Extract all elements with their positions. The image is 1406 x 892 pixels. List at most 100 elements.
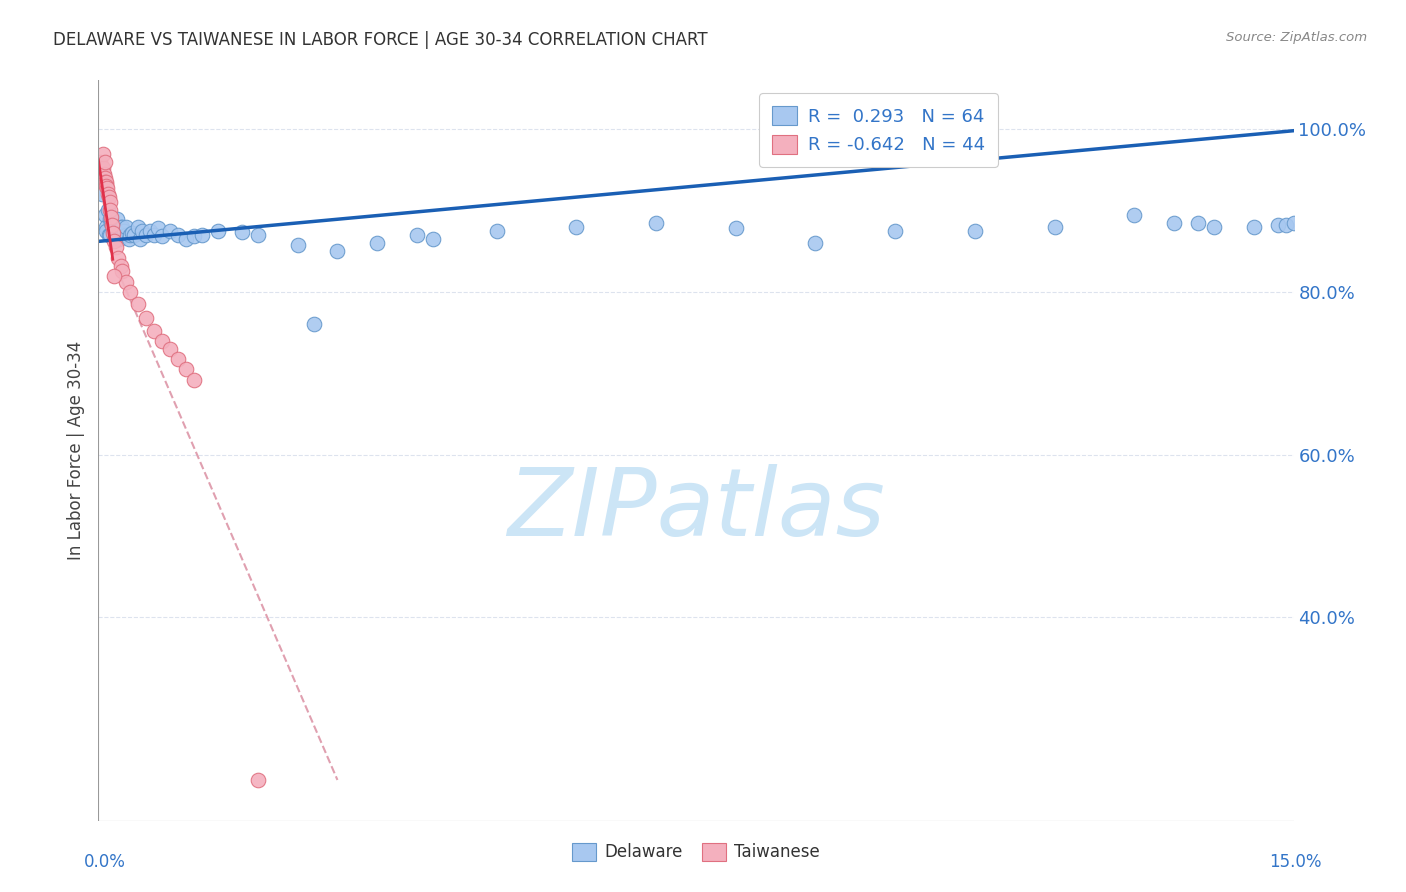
Legend: Delaware, Taiwanese: Delaware, Taiwanese xyxy=(565,836,827,868)
Point xyxy=(131,224,153,238)
Point xyxy=(96,180,118,194)
Point xyxy=(89,162,111,177)
Point xyxy=(302,318,325,332)
Point xyxy=(1282,216,1305,230)
Point xyxy=(485,224,508,238)
Point xyxy=(97,227,120,242)
Point xyxy=(139,224,162,238)
Point xyxy=(94,178,117,192)
Point xyxy=(91,167,114,181)
Point xyxy=(91,146,114,161)
Text: DELAWARE VS TAIWANESE IN LABOR FORCE | AGE 30-34 CORRELATION CHART: DELAWARE VS TAIWANESE IN LABOR FORCE | A… xyxy=(53,31,709,49)
Point xyxy=(115,227,138,242)
Point xyxy=(1187,216,1209,230)
Point xyxy=(366,235,388,250)
Point xyxy=(246,227,269,242)
Point xyxy=(111,264,134,278)
Point xyxy=(174,232,197,246)
Point xyxy=(103,227,125,242)
Point xyxy=(107,227,129,242)
Point xyxy=(1267,218,1289,232)
Point xyxy=(724,221,747,235)
Point xyxy=(101,226,124,240)
Point xyxy=(135,310,157,325)
Point xyxy=(100,216,122,230)
Point xyxy=(143,324,166,338)
Point xyxy=(1043,219,1066,234)
Point xyxy=(127,297,149,311)
Point xyxy=(167,227,190,242)
Point xyxy=(97,187,120,202)
Point xyxy=(96,219,118,234)
Point xyxy=(183,373,205,387)
Point xyxy=(98,211,122,226)
Point xyxy=(90,164,112,178)
Point xyxy=(111,227,134,242)
Point xyxy=(422,232,444,246)
Point xyxy=(884,224,907,238)
Point xyxy=(90,170,112,185)
Point xyxy=(150,229,173,244)
Point xyxy=(90,159,112,173)
Point xyxy=(120,285,142,299)
Point xyxy=(115,275,138,289)
Point xyxy=(104,224,127,238)
Point xyxy=(107,251,129,265)
Point xyxy=(287,237,309,252)
Point xyxy=(93,172,115,186)
Point xyxy=(104,240,127,254)
Point xyxy=(103,268,125,283)
Point xyxy=(91,162,114,177)
Point xyxy=(98,195,121,210)
Point xyxy=(1243,219,1265,234)
Point xyxy=(159,224,181,238)
Point xyxy=(174,362,197,376)
Point xyxy=(101,218,124,232)
Point xyxy=(121,226,143,240)
Point xyxy=(94,207,117,221)
Point xyxy=(94,154,117,169)
Y-axis label: In Labor Force | Age 30-34: In Labor Force | Age 30-34 xyxy=(66,341,84,560)
Point xyxy=(167,351,190,366)
Point xyxy=(98,227,122,242)
Point xyxy=(112,224,135,238)
Point xyxy=(326,244,349,259)
Point xyxy=(565,219,588,234)
Point xyxy=(246,772,269,787)
Point xyxy=(1274,218,1296,232)
Point xyxy=(105,211,128,226)
Point xyxy=(94,175,117,189)
Point xyxy=(120,227,142,242)
Point xyxy=(135,227,157,242)
Point xyxy=(96,224,118,238)
Point xyxy=(97,190,120,204)
Point xyxy=(804,235,827,250)
Point xyxy=(91,187,114,202)
Point xyxy=(127,219,149,234)
Text: Source: ZipAtlas.com: Source: ZipAtlas.com xyxy=(1226,31,1367,45)
Point xyxy=(91,169,114,184)
Point xyxy=(183,229,205,244)
Text: ZIPatlas: ZIPatlas xyxy=(508,464,884,555)
Point xyxy=(143,227,166,242)
Text: 15.0%: 15.0% xyxy=(1270,853,1322,871)
Point xyxy=(191,227,214,242)
Point xyxy=(111,219,134,234)
Point xyxy=(110,219,132,234)
Point xyxy=(150,334,173,348)
Point xyxy=(963,224,986,238)
Point xyxy=(406,227,429,242)
Point xyxy=(645,216,668,230)
Point xyxy=(231,225,253,239)
Point xyxy=(96,179,118,194)
Point xyxy=(97,203,120,218)
Point xyxy=(124,227,146,242)
Point xyxy=(108,232,131,246)
Point xyxy=(101,224,124,238)
Point xyxy=(1163,216,1185,230)
Point xyxy=(93,167,115,181)
Point xyxy=(100,210,122,224)
Point xyxy=(91,161,114,176)
Point xyxy=(115,219,138,234)
Point xyxy=(89,154,111,169)
